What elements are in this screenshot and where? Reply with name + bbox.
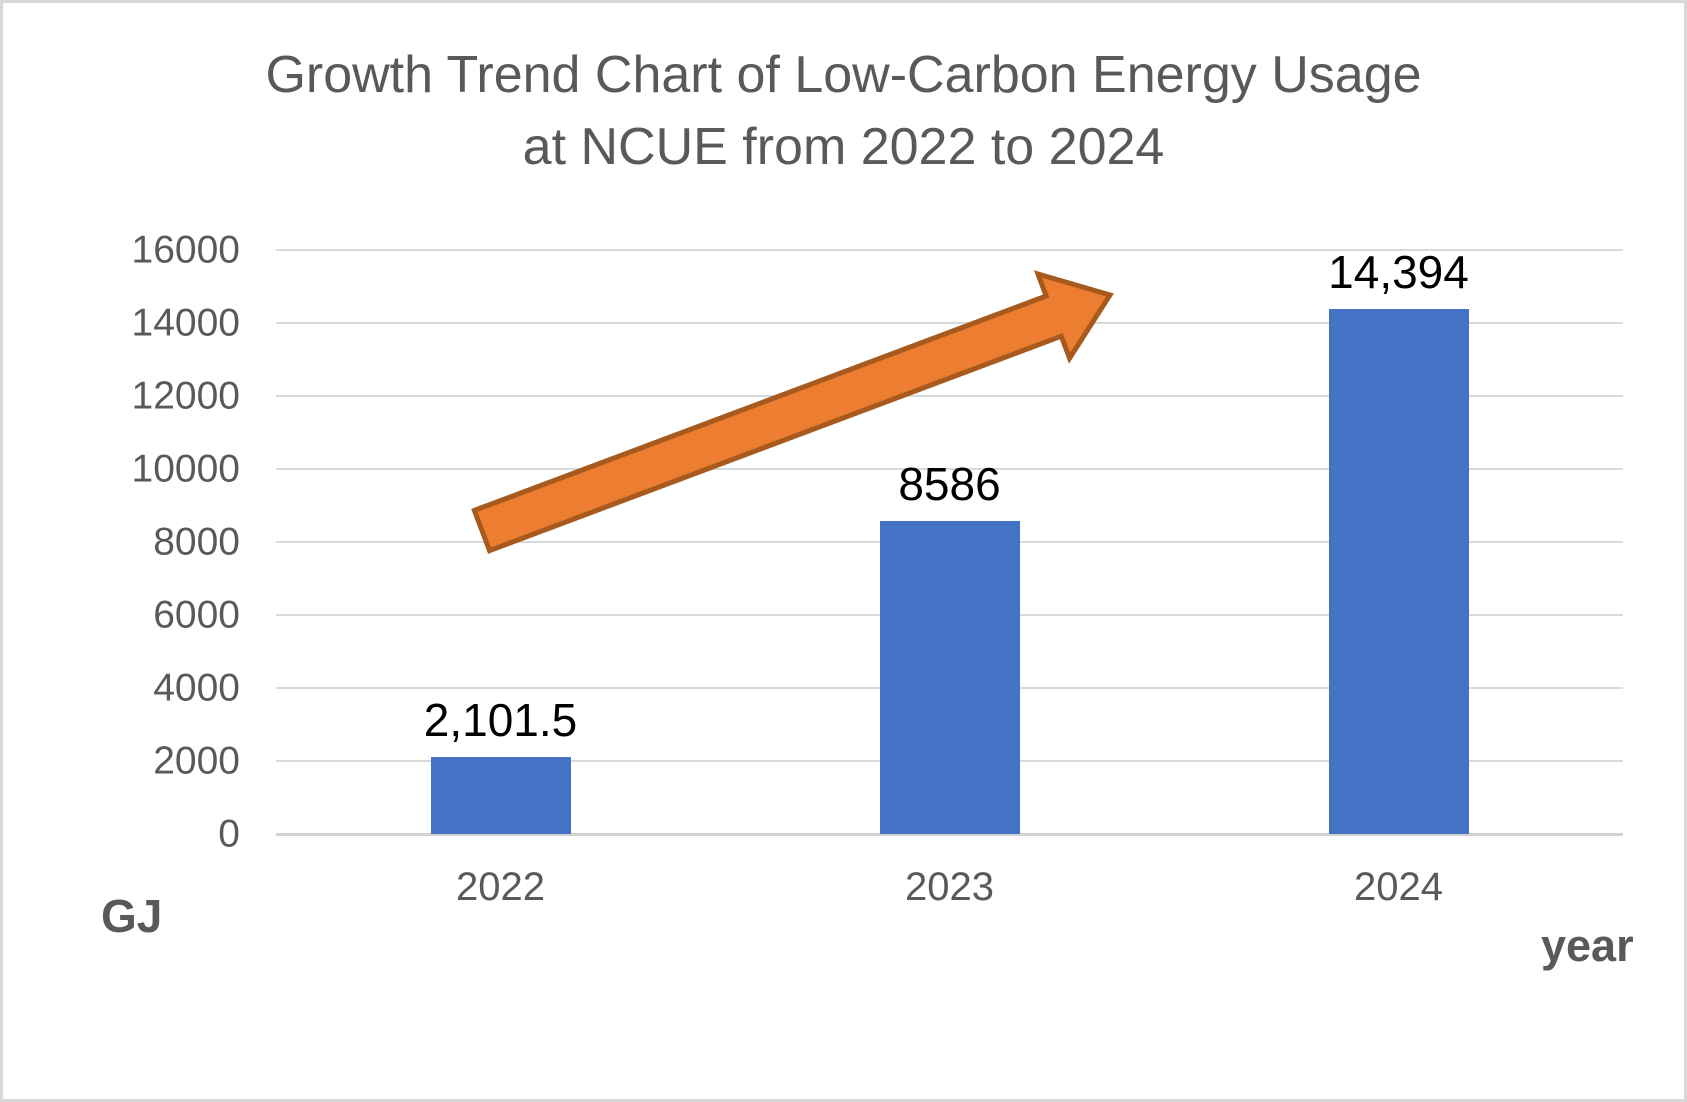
bar-value-label-2023: 8586 xyxy=(898,457,1001,510)
bar-2023 xyxy=(879,520,1020,834)
y-axis-tick-label: 6000 xyxy=(153,593,240,637)
y-axis-unit-label: GJ xyxy=(101,890,163,942)
bar-value-label-2022: 2,101.5 xyxy=(423,694,578,747)
bar-2022 xyxy=(430,757,571,834)
x-axis-tick-label-2024: 2024 xyxy=(1354,865,1443,909)
y-axis-tick-label: 4000 xyxy=(153,666,240,710)
y-axis-tick-label: 14000 xyxy=(131,301,240,345)
x-axis-tick-label-2023: 2023 xyxy=(905,865,994,909)
y-gridline xyxy=(276,249,1623,251)
y-axis-tick-label: 0 xyxy=(218,812,240,856)
bar-2024 xyxy=(1328,308,1469,834)
y-axis-tick-label: 8000 xyxy=(153,520,240,564)
x-axis-line xyxy=(276,833,1623,836)
x-axis-tick-label-2022: 2022 xyxy=(456,865,545,909)
y-axis-tick-label: 2000 xyxy=(153,739,240,783)
chart-title: Growth Trend Chart of Low-Carbon Energy … xyxy=(3,39,1684,183)
y-axis-tick-label: 16000 xyxy=(131,228,240,272)
chart-title-line2: at NCUE from 2022 to 2024 xyxy=(522,118,1165,176)
y-axis-tick-label: 10000 xyxy=(131,447,240,491)
bar-value-label-2024: 14,394 xyxy=(1328,245,1469,298)
x-axis-unit-label: year xyxy=(1541,920,1634,971)
chart-title-line1: Growth Trend Chart of Low-Carbon Energy … xyxy=(265,46,1422,104)
y-axis-tick-label: 12000 xyxy=(131,374,240,418)
